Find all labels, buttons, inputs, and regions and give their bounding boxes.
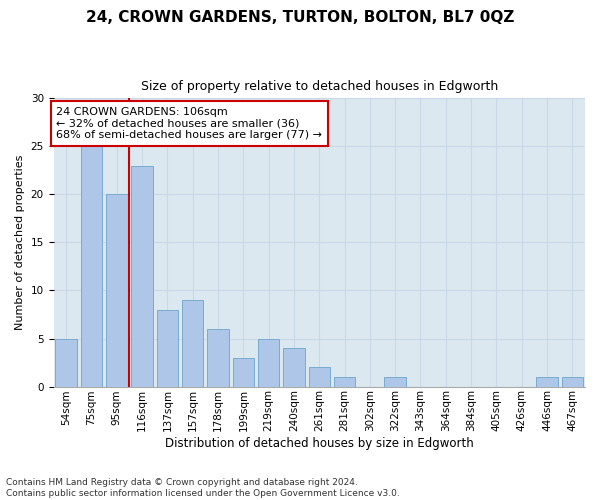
Text: 24 CROWN GARDENS: 106sqm
← 32% of detached houses are smaller (36)
68% of semi-d: 24 CROWN GARDENS: 106sqm ← 32% of detach… bbox=[56, 107, 322, 140]
X-axis label: Distribution of detached houses by size in Edgworth: Distribution of detached houses by size … bbox=[165, 437, 473, 450]
Bar bbox=[562, 377, 583, 386]
Bar bbox=[283, 348, 305, 387]
Bar bbox=[536, 377, 558, 386]
Bar bbox=[106, 194, 128, 386]
Bar bbox=[233, 358, 254, 386]
Bar bbox=[55, 338, 77, 386]
Title: Size of property relative to detached houses in Edgworth: Size of property relative to detached ho… bbox=[140, 80, 498, 93]
Bar bbox=[334, 377, 355, 386]
Bar bbox=[157, 310, 178, 386]
Bar bbox=[81, 146, 102, 386]
Bar bbox=[258, 338, 280, 386]
Bar bbox=[131, 166, 153, 386]
Text: Contains HM Land Registry data © Crown copyright and database right 2024.
Contai: Contains HM Land Registry data © Crown c… bbox=[6, 478, 400, 498]
Bar bbox=[207, 329, 229, 386]
Text: 24, CROWN GARDENS, TURTON, BOLTON, BL7 0QZ: 24, CROWN GARDENS, TURTON, BOLTON, BL7 0… bbox=[86, 10, 514, 25]
Bar bbox=[182, 300, 203, 386]
Bar bbox=[385, 377, 406, 386]
Bar bbox=[308, 368, 330, 386]
Y-axis label: Number of detached properties: Number of detached properties bbox=[15, 154, 25, 330]
